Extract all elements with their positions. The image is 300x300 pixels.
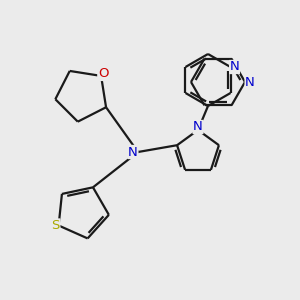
Text: S: S — [51, 219, 60, 232]
Text: N: N — [245, 76, 255, 88]
Text: N: N — [230, 61, 239, 74]
Text: O: O — [98, 68, 108, 80]
Text: N: N — [128, 146, 138, 158]
Text: N: N — [193, 121, 203, 134]
